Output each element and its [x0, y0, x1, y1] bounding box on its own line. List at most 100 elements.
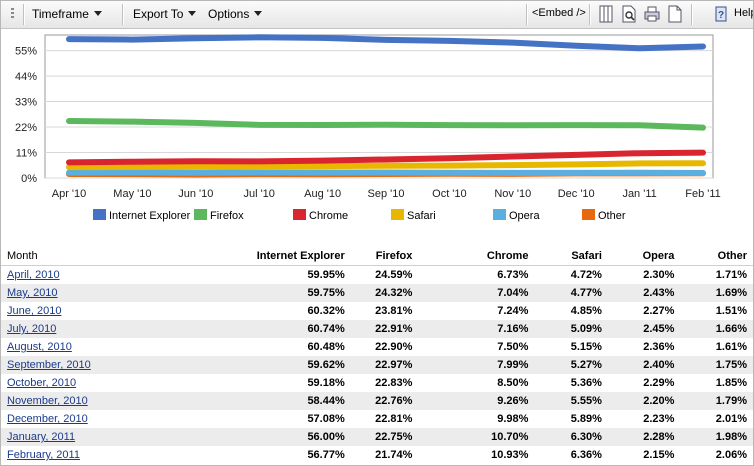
value-cell: 2.20%: [607, 392, 681, 410]
value-cell: 60.48%: [307, 341, 345, 353]
value-cell: 2.36%: [643, 341, 675, 353]
value-cell: 8.50%: [497, 377, 529, 389]
help-button[interactable]: Help: [734, 7, 753, 19]
value-cell: 7.04%: [418, 284, 535, 302]
value-cell: 6.30%: [534, 428, 608, 446]
month-link[interactable]: May, 2010: [7, 287, 58, 299]
month-cell: July, 2010: [1, 320, 166, 338]
month-link[interactable]: November, 2010: [7, 395, 88, 407]
y-tick-label: 44%: [15, 71, 37, 83]
month-link[interactable]: December, 2010: [7, 413, 88, 425]
timeframe-label: Timeframe: [32, 7, 89, 21]
help-book-icon[interactable]: ?: [713, 5, 729, 23]
month-link[interactable]: September, 2010: [7, 359, 91, 371]
month-link[interactable]: July, 2010: [7, 323, 57, 335]
table-row: November, 2010 58.44% 22.76% 9.26% 5.55% 2.20…: [1, 392, 753, 410]
table-row: May, 2010 59.75% 24.32% 7.04% 4.77% 2.43% 1.69…: [1, 284, 753, 302]
x-tick-label: Jan '11: [622, 188, 656, 200]
value-cell: 7.99%: [418, 356, 535, 374]
search-document-icon[interactable]: [621, 5, 637, 23]
value-cell: 57.08%: [307, 413, 345, 425]
document-icon[interactable]: [667, 5, 683, 23]
value-cell: 2.40%: [607, 356, 681, 374]
column-header: Firefox: [350, 246, 419, 266]
x-tick-label: Dec '10: [558, 188, 595, 200]
month-cell: February, 2011: [1, 446, 166, 464]
embed-button[interactable]: <Embed />: [532, 7, 586, 19]
month-cell: December, 2010: [1, 410, 166, 428]
month-cell: August, 2010: [1, 338, 166, 356]
legend-swatch: [391, 209, 404, 220]
line-chart: 0% 11% 22% 33% 44% 55% Apr '10 May '10 Jun '10 Ju…: [15, 34, 721, 222]
table-row: August, 2010 60.48% 22.90% 7.50% 5.15% 2.36% 1…: [1, 338, 753, 356]
print-icon[interactable]: [644, 5, 660, 23]
value-cell: 59.75%: [165, 284, 351, 302]
table-row: October, 2010 59.18% 22.83% 8.50% 5.36% 2.29%…: [1, 374, 753, 392]
value-cell: 22.75%: [350, 428, 419, 446]
x-tick-label: Feb '11: [685, 188, 721, 200]
value-cell: 1.61%: [715, 341, 747, 353]
month-link[interactable]: April, 2010: [7, 269, 60, 281]
x-tick-label: Jul '10: [243, 188, 274, 200]
month-link[interactable]: February, 2011: [7, 449, 80, 461]
value-cell: 2.45%: [607, 320, 681, 338]
table-view-icon[interactable]: [598, 5, 614, 23]
value-cell: 22.90%: [375, 341, 413, 353]
month-link[interactable]: January, 2011: [7, 431, 76, 443]
table-row: April, 2010 59.95% 24.59% 6.73% 4.72% 2.30% 1.…: [1, 266, 753, 285]
value-cell: 22.97%: [350, 356, 419, 374]
legend-swatch: [93, 209, 106, 220]
month-link[interactable]: August, 2010: [7, 341, 72, 353]
value-cell: 1.71%: [715, 269, 747, 281]
column-header: Chrome: [418, 246, 535, 266]
value-cell: 4.72%: [570, 269, 602, 281]
value-cell: 22.83%: [375, 377, 413, 389]
y-tick-label: 0%: [21, 173, 37, 185]
chart-area: 0% 11% 22% 33% 44% 55% Apr '10 May '10 Jun '10 Ju…: [1, 29, 753, 243]
toolbar: Timeframe Export To Options <Embed /> ? …: [1, 1, 753, 29]
value-cell: 1.98%: [680, 428, 753, 446]
chevron-down-icon: [188, 11, 197, 16]
value-cell: 21.74%: [375, 449, 413, 461]
value-cell: 60.74%: [165, 320, 351, 338]
x-tick-label: Jun '10: [178, 188, 213, 200]
value-cell: 10.70%: [418, 428, 535, 446]
month-link[interactable]: October, 2010: [7, 377, 77, 389]
value-cell: 4.85%: [570, 305, 602, 317]
value-cell: 5.09%: [534, 320, 608, 338]
options-menu[interactable]: Options: [208, 6, 263, 22]
export-menu[interactable]: Export To: [133, 6, 197, 22]
legend-swatch: [293, 209, 306, 220]
timeframe-menu[interactable]: Timeframe: [32, 6, 102, 22]
value-cell: 22.91%: [350, 320, 419, 338]
value-cell: 2.30%: [643, 269, 675, 281]
column-header: Opera: [607, 246, 681, 266]
value-cell: 2.43%: [607, 284, 681, 302]
series-line-firefox: [66, 118, 706, 131]
legend-entry: Internet Explorer: [109, 210, 191, 222]
legend-entry: Firefox: [210, 210, 244, 222]
table-row: January, 2011 56.00% 22.75% 10.70% 6.30% 2.28…: [1, 428, 753, 446]
x-tick-label: Oct '10: [432, 188, 467, 200]
value-cell: 2.27%: [643, 305, 675, 317]
y-tick-label: 33%: [15, 97, 37, 109]
x-tick-label: Sep '10: [368, 188, 405, 200]
export-label: Export To: [133, 7, 184, 21]
value-cell: 22.81%: [375, 413, 413, 425]
table-row: July, 2010 60.74% 22.91% 7.16% 5.09% 2.45% 1.6…: [1, 320, 753, 338]
value-cell: 5.55%: [534, 392, 608, 410]
value-cell: 1.66%: [680, 320, 753, 338]
value-cell: 23.81%: [375, 305, 413, 317]
grip-icon: [6, 7, 20, 21]
month-cell: May, 2010: [1, 284, 166, 302]
value-cell: 1.51%: [715, 305, 747, 317]
value-cell: 56.77%: [307, 449, 345, 461]
value-cell: 1.85%: [715, 377, 747, 389]
x-tick-label: Apr '10: [52, 188, 87, 200]
month-link[interactable]: June, 2010: [7, 305, 62, 317]
value-cell: 5.89%: [570, 413, 602, 425]
value-cell: 7.24%: [497, 305, 529, 317]
value-cell: 56.00%: [165, 428, 351, 446]
svg-text:?: ?: [718, 10, 724, 21]
value-cell: 2.28%: [607, 428, 681, 446]
